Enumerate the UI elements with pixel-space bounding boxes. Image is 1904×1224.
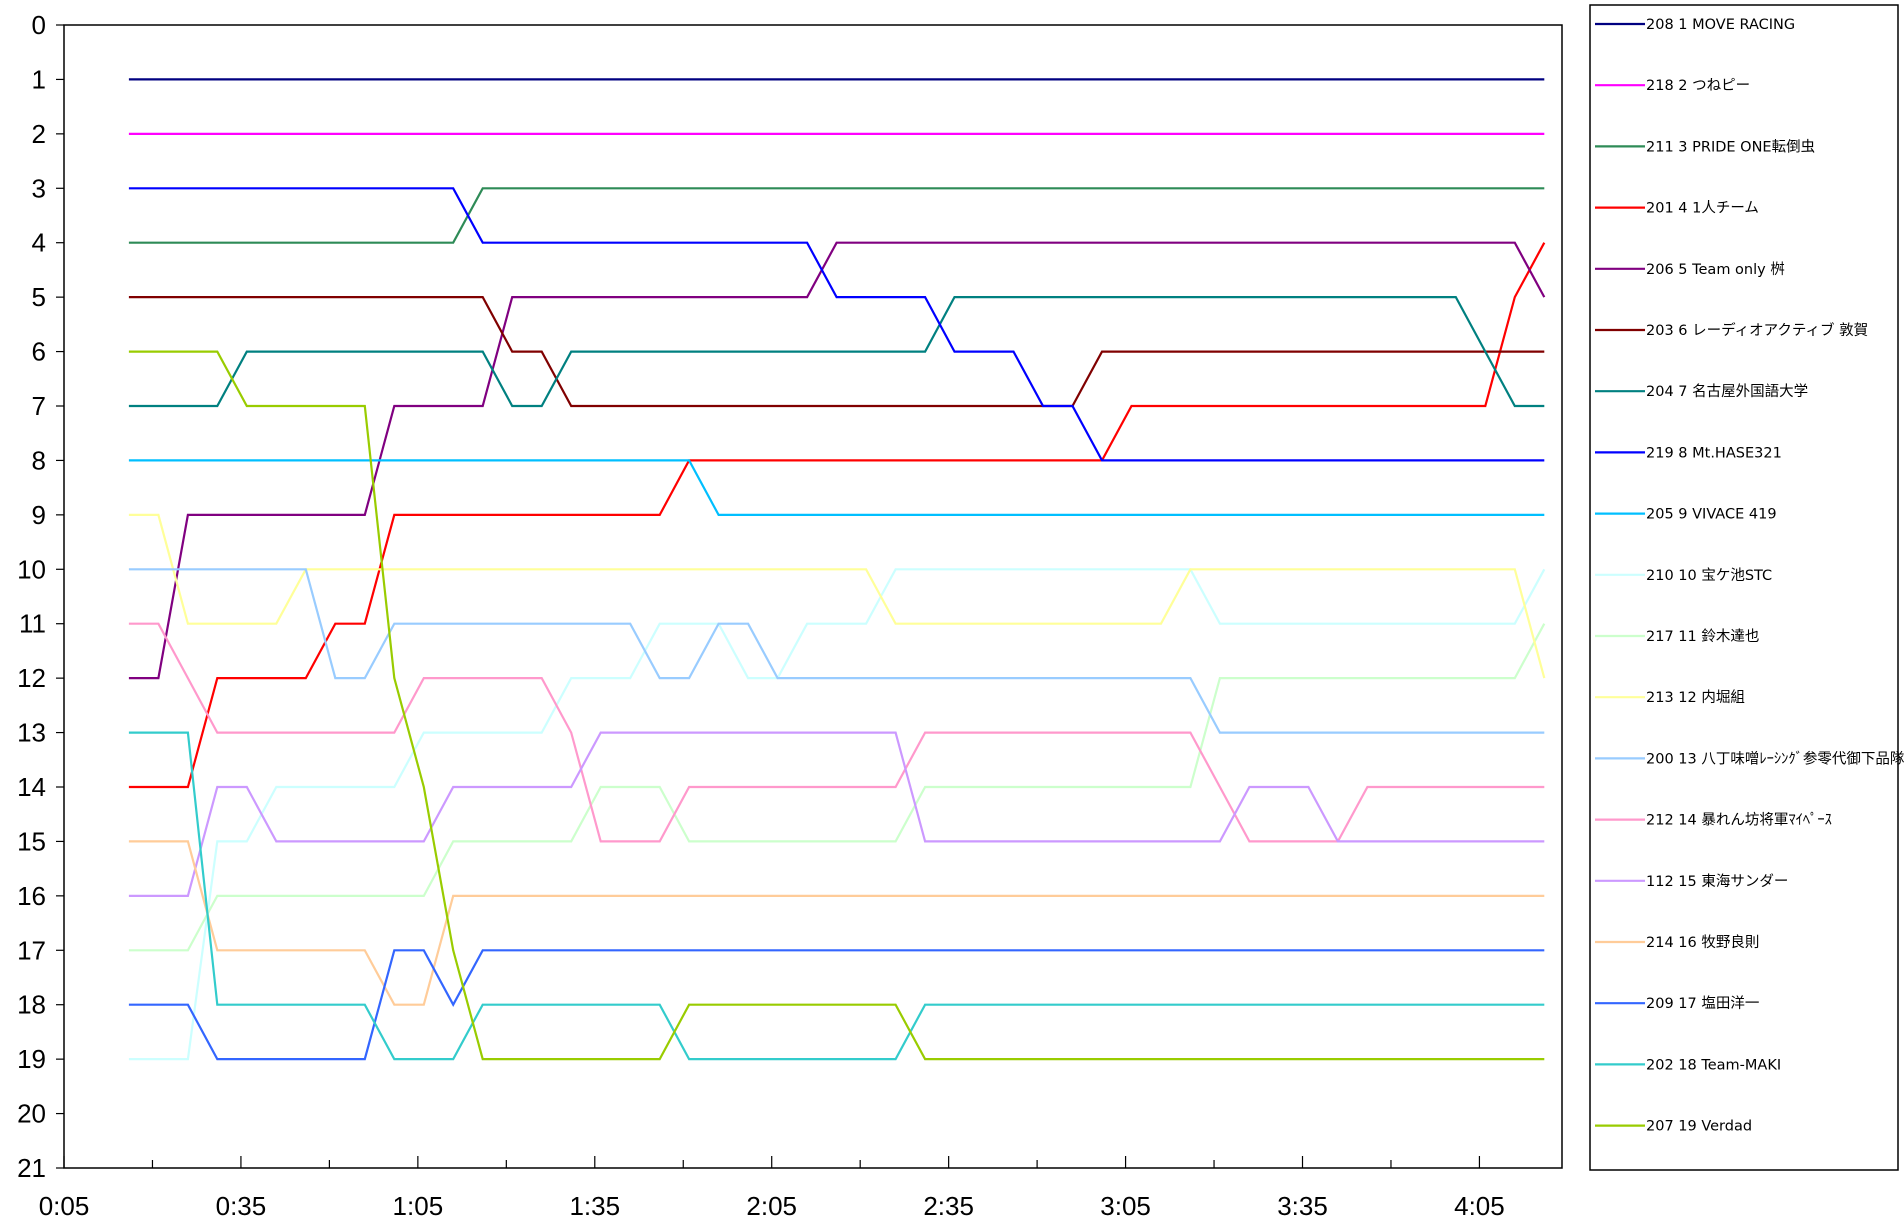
legend-item: 201 4 1人チーム [1595,200,1759,217]
series-line-16 [128,840,1545,1006]
y-tick-label: 15 [17,826,46,856]
legend-label: 203 6 レーディオアクティブ 敦賀 [1646,321,1868,339]
y-tick-label: 5 [32,282,46,312]
series-line-5 [128,241,1546,680]
legend-item: 214 16 牧野良則 [1595,934,1759,951]
series-line-14 [128,622,1545,843]
y-tick-label: 21 [17,1153,46,1183]
y-tick-label: 14 [17,772,46,802]
legend-item: 211 3 PRIDE ONE転倒虫 [1595,138,1815,155]
legend-label: 217 11 鈴木達也 [1646,628,1759,645]
legend-item: 209 17 塩田洋一 [1595,995,1759,1012]
series-line-9 [128,459,1545,517]
y-tick-label: 16 [17,881,46,911]
x-tick-label: 1:05 [393,1191,444,1221]
legend-label: 211 3 PRIDE ONE転倒虫 [1646,138,1815,155]
y-tick-label: 11 [19,609,46,639]
legend-box [1589,4,1899,1171]
series-line-10 [128,568,1546,1061]
y-tick-label: 9 [32,500,46,530]
legend-item: 207 19 Verdad [1595,1119,1752,1135]
x-tick-label: 0:05 [39,1191,90,1221]
series-line-6 [128,296,1545,408]
legend-item: 213 12 内堀組 [1595,689,1745,706]
series-line-18 [128,731,1545,1061]
legend-item: 203 6 レーディオアクティブ 敦賀 [1595,321,1868,339]
y-tick-label: 8 [32,445,46,475]
legend-label: 201 4 1人チーム [1646,200,1759,217]
series-line-15 [128,731,1545,898]
legend-item: 218 2 つねピー [1595,77,1750,94]
series-line-8 [128,187,1545,462]
x-tick-label: 3:05 [1100,1191,1151,1221]
series-line-13 [128,568,1545,734]
series-line-3 [128,187,1545,244]
y-tick-label: 6 [32,337,46,367]
legend-label: 212 14 暴れん坊将軍ﾏｲﾍﾟｰｽ [1646,812,1832,829]
legend-item: 202 18 Team-MAKI [1595,1057,1781,1073]
legend-label: 219 8 Mt.HASE321 [1646,445,1782,461]
x-axis: 0:05 0:35 1:05 1:35 2:05 2:35 3:05 3:35 4:05 [39,1156,1505,1221]
legend: 208 1 MOVE RACING 218 2 つねピー 211 3 PRIDE O… [1589,4,1904,1171]
legend-item: 219 8 Mt.HASE321 [1595,445,1782,461]
series-line-19 [128,350,1545,1061]
legend-item: 204 7 名古屋外国語大学 [1595,383,1808,400]
series-lines [128,78,1546,1061]
y-tick-label: 10 [17,554,46,584]
y-tick-label: 3 [32,173,46,203]
legend-item: 205 9 VIVACE 419 [1595,507,1777,523]
legend-item: 208 1 MOVE RACING [1595,17,1795,33]
legend-label: 214 16 牧野良則 [1646,934,1759,951]
series-line-12 [128,513,1546,679]
x-tick-label: 2:05 [746,1191,797,1221]
y-tick-label: 4 [32,228,46,258]
legend-item: 206 5 Team only 桝 [1595,261,1785,278]
y-tick-label: 13 [17,718,46,748]
legend-item: 212 14 暴れん坊将軍ﾏｲﾍﾟｰｽ [1595,812,1832,829]
series-line-4 [128,242,1546,789]
legend-item: 210 10 宝ケ池STC [1595,567,1772,584]
x-tick-label: 2:35 [923,1191,974,1221]
x-tick-label: 0:35 [216,1191,267,1221]
y-tick-label: 19 [17,1044,46,1074]
x-tick-label: 1:35 [569,1191,620,1221]
legend-label: 205 9 VIVACE 419 [1646,507,1777,523]
legend-item: 217 11 鈴木達也 [1595,628,1759,645]
legend-label: 112 15 東海サンダー [1646,873,1788,890]
legend-label: 204 7 名古屋外国語大学 [1646,383,1808,400]
series-line-11 [128,623,1546,952]
y-tick-label: 12 [17,663,46,693]
legend-item: 200 13 八丁味噌ﾚｰｼﾝｸﾞ参零代御下品隊 [1595,750,1904,767]
y-tick-label: 0 [32,10,46,40]
y-tick-label: 18 [17,990,46,1020]
y-tick-label: 20 [17,1099,46,1129]
plot-area [63,24,1563,1169]
legend-label: 213 12 内堀組 [1646,689,1745,706]
y-tick-label: 7 [32,391,46,421]
legend-label: 218 2 つねピー [1646,77,1750,94]
legend-item: 112 15 東海サンダー [1595,873,1788,890]
legend-label: 200 13 八丁味噌ﾚｰｼﾝｸﾞ参零代御下品隊 [1646,750,1904,767]
legend-label: 210 10 宝ケ池STC [1646,567,1772,584]
series-line-17 [128,949,1545,1061]
legend-label: 208 1 MOVE RACING [1646,17,1795,33]
x-tick-label: 3:35 [1277,1191,1328,1221]
legend-label: 202 18 Team-MAKI [1646,1057,1781,1073]
legend-label: 209 17 塩田洋一 [1646,995,1759,1012]
x-tick-label: 4:05 [1454,1191,1505,1221]
legend-label: 206 5 Team only 桝 [1646,261,1785,278]
series-line-7 [128,296,1545,408]
y-tick-label: 2 [32,119,46,149]
y-tick-label: 17 [17,935,46,965]
y-tick-label: 1 [32,64,46,94]
legend-label: 207 19 Verdad [1646,1119,1752,1135]
